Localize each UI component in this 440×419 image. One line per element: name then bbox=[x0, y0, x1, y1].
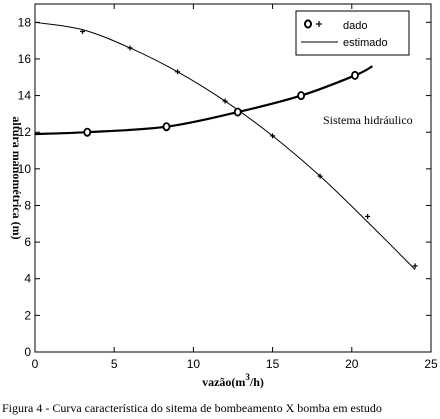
circle-marker bbox=[297, 91, 306, 101]
y-tick-label: 4 bbox=[24, 272, 31, 286]
x-tick-label: 20 bbox=[345, 357, 359, 371]
figure-caption: Figura 4 - Curva característica do sitem… bbox=[2, 401, 382, 415]
circle-marker bbox=[162, 122, 171, 132]
series-layer bbox=[34, 21, 418, 270]
plus-marker bbox=[365, 213, 371, 219]
x-axis-title: vazão(m3/h) bbox=[202, 372, 264, 389]
plus-marker bbox=[222, 98, 228, 104]
plus-marker bbox=[317, 173, 323, 179]
x-tick-label: 5 bbox=[111, 357, 118, 371]
y-tick-label: 0 bbox=[24, 345, 31, 359]
plus-marker bbox=[80, 28, 86, 34]
plot-frame bbox=[34, 3, 432, 353]
x-tick-label: 0 bbox=[32, 357, 39, 371]
legend-label-estimado: estimado bbox=[343, 37, 388, 49]
x-tick-label: 15 bbox=[266, 357, 280, 371]
y-tick-label: 2 bbox=[24, 308, 31, 322]
plus-marker bbox=[412, 263, 418, 269]
circle-marker bbox=[351, 70, 359, 80]
tick-layer: 0 5 10 15 20 25 0 2 4 6 8 10 12 14 16 18 bbox=[18, 4, 438, 371]
pump-estimated-line bbox=[34, 21, 416, 270]
legend-circle-marker bbox=[304, 19, 312, 29]
y-axis-title: altura manométrica (m) bbox=[10, 116, 24, 239]
x-tick-label: 25 bbox=[424, 357, 438, 371]
circle-marker bbox=[233, 107, 242, 117]
y-tick-label: 14 bbox=[18, 89, 32, 103]
legend: dado estimado bbox=[295, 10, 410, 56]
y-tick-label: 8 bbox=[24, 198, 31, 212]
system-annotation: Sistema hidráulico bbox=[323, 113, 413, 127]
circle-marker bbox=[83, 127, 92, 137]
y-tick-label: 16 bbox=[18, 52, 32, 66]
legend-plus-marker bbox=[316, 21, 322, 27]
x-tick-label: 10 bbox=[187, 357, 201, 371]
legend-label-dado: dado bbox=[343, 20, 367, 32]
y-tick-label: 10 bbox=[18, 162, 32, 176]
y-tick-label: 6 bbox=[24, 235, 31, 249]
y-tick-label: 18 bbox=[18, 15, 32, 29]
plus-marker bbox=[127, 45, 133, 51]
plus-marker bbox=[175, 69, 181, 75]
legend-box bbox=[295, 10, 410, 56]
system-estimated-line bbox=[34, 65, 373, 136]
y-tick-label: 12 bbox=[18, 125, 32, 139]
plus-marker bbox=[270, 133, 276, 139]
